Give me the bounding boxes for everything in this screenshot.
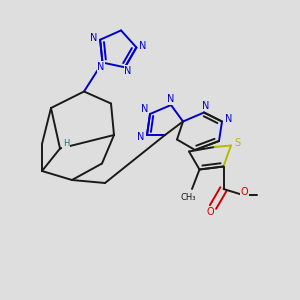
Text: N: N: [141, 103, 148, 114]
Text: N: N: [137, 132, 144, 142]
Text: S: S: [235, 138, 241, 148]
Text: N: N: [202, 101, 209, 111]
Text: H: H: [63, 140, 69, 148]
Text: O: O: [207, 207, 214, 218]
Text: N: N: [225, 113, 232, 124]
Text: CH₃: CH₃: [181, 193, 196, 202]
Text: N: N: [97, 62, 105, 72]
Text: N: N: [90, 33, 97, 43]
Text: O: O: [241, 187, 249, 197]
Text: N: N: [124, 66, 132, 76]
Text: N: N: [167, 94, 175, 104]
Text: N: N: [139, 41, 147, 51]
